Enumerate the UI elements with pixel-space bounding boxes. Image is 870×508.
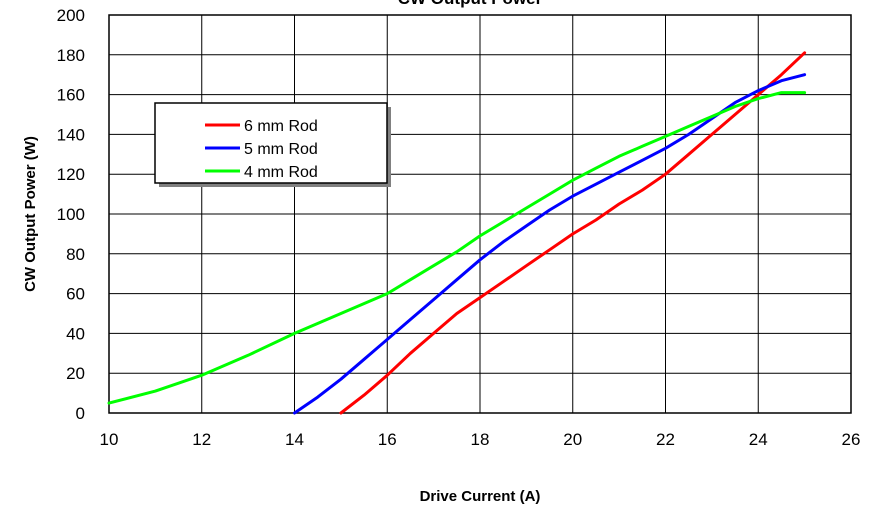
legend: 6 mm Rod 5 mm Rod 4 mm Rod [154,102,391,187]
y-tick-label: 0 [76,404,85,423]
x-tick-label: 22 [656,430,675,449]
y-tick-label: 80 [66,245,85,264]
x-tick-label: 14 [285,430,304,449]
series-line-3 [107,91,807,405]
y-tick-label: 100 [57,205,85,224]
x-tick-label: 10 [100,430,119,449]
x-tick-label: 12 [192,430,211,449]
horizontal-gridlines [109,14,851,414]
legend-items: 6 mm Rod 5 mm Rod 4 mm Rod [205,118,318,181]
y-tick-label: 20 [66,364,85,383]
legend-label-2: 5 mm Rod [244,141,318,158]
y-axis-title: CW Output Power (W) [22,136,39,292]
legend-label-3: 4 mm Rod [244,164,318,181]
y-tick-label: 40 [66,324,85,343]
legend-box [154,102,388,184]
y-tick-label: 120 [57,165,85,184]
legend-label-1: 6 mm Rod [244,118,318,135]
chart-title: CW Output Power [398,0,543,8]
series-layer [107,51,807,415]
y-tick-label: 180 [57,46,85,65]
x-tick-label: 18 [471,430,490,449]
series-line-1 [339,51,807,415]
x-axis-title: Drive Current (A) [420,488,541,505]
y-tick-label: 160 [57,86,85,105]
x-tick-label: 24 [749,430,768,449]
y-tick-label: 200 [57,6,85,25]
y-axis-tick-labels: 0 20 40 60 80 100 120 140 160 180 200 [57,6,85,423]
x-axis-tick-labels: 10 12 14 16 18 20 22 24 26 [100,430,861,449]
x-tick-label: 26 [842,430,861,449]
y-tick-label: 60 [66,285,85,304]
x-tick-label: 16 [378,430,397,449]
x-tick-label: 20 [563,430,582,449]
y-tick-label: 140 [57,125,85,144]
